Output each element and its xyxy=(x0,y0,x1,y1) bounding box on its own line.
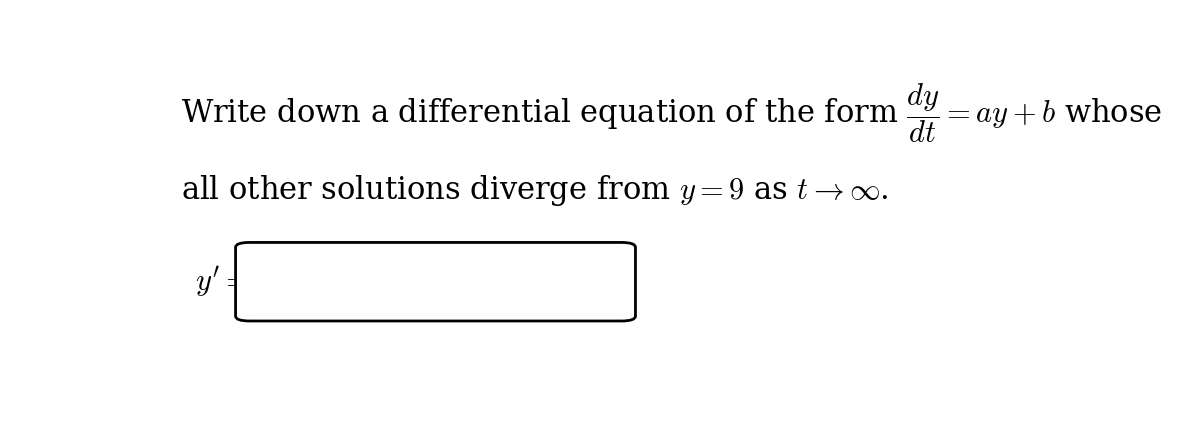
Text: Write down a differential equation of the form $\dfrac{dy}{dt} = ay + b$ whose: Write down a differential equation of th… xyxy=(181,82,1162,145)
FancyBboxPatch shape xyxy=(235,242,636,321)
Text: $y' =$: $y' =$ xyxy=(194,264,248,299)
Text: all other solutions diverge from $y = 9$ as $t \rightarrow \infty$.: all other solutions diverge from $y = 9$… xyxy=(181,173,888,207)
